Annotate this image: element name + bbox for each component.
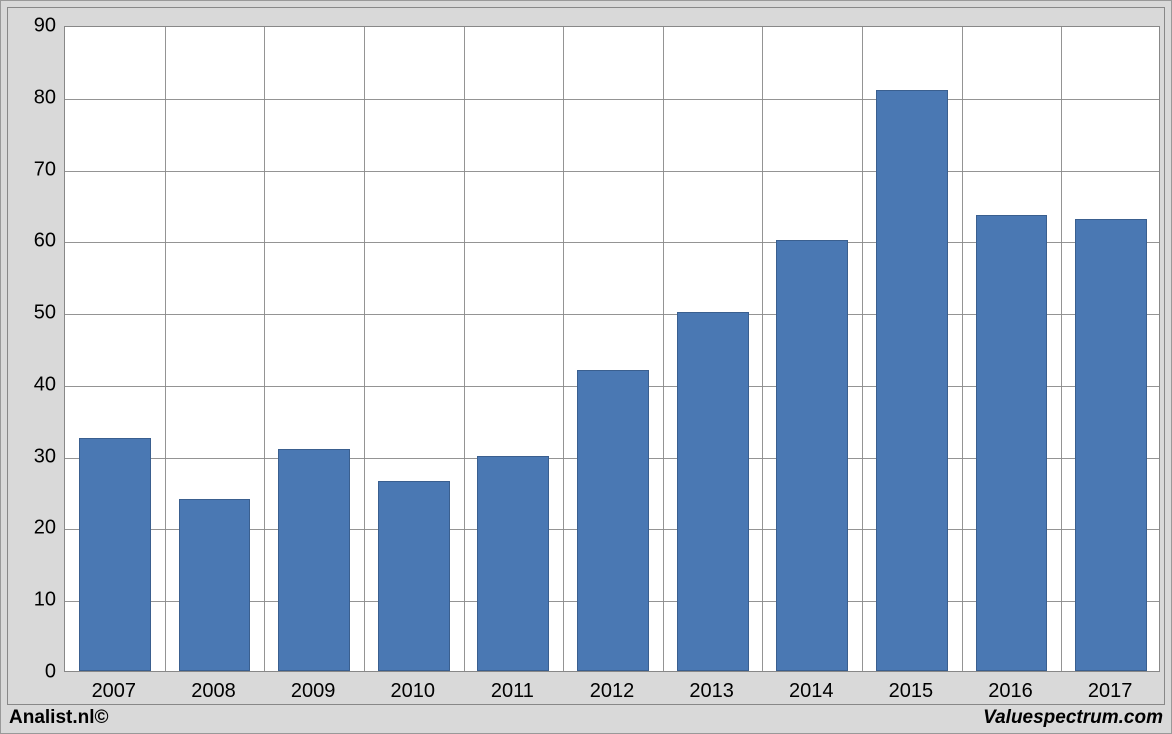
footer-credit-left: Analist.nl© (9, 707, 109, 729)
bar (976, 215, 1048, 671)
x-tick-label: 2011 (491, 680, 534, 703)
bar (477, 456, 549, 671)
x-tick-label: 2007 (92, 680, 137, 703)
y-tick-label: 70 (8, 158, 56, 181)
y-tick-label: 10 (8, 589, 56, 612)
x-tick-label: 2014 (789, 680, 834, 703)
x-tick-label: 2016 (988, 680, 1033, 703)
gridline-v (563, 27, 564, 671)
chart-outer: 0 10 20 30 40 50 60 70 80 90 2007 2008 2009 2010 2011 2… (0, 0, 1172, 734)
gridline-v (1061, 27, 1062, 671)
bar (1075, 219, 1147, 671)
bar (179, 499, 251, 671)
bar (278, 449, 350, 672)
y-tick-label: 20 (8, 517, 56, 540)
x-tick-label: 2013 (689, 680, 734, 703)
y-tick-label: 40 (8, 373, 56, 396)
chart-frame: 0 10 20 30 40 50 60 70 80 90 2007 2008 2009 2010 2011 2… (7, 7, 1165, 705)
bar (577, 370, 649, 671)
gridline-v (364, 27, 365, 671)
gridline-v (962, 27, 963, 671)
x-tick-label: 2015 (889, 680, 934, 703)
y-tick-label: 80 (8, 86, 56, 109)
gridline-v (762, 27, 763, 671)
y-tick-label: 50 (8, 302, 56, 325)
gridline-v (862, 27, 863, 671)
gridline-v (264, 27, 265, 671)
y-tick-label: 90 (8, 15, 56, 38)
x-tick-label: 2010 (390, 680, 435, 703)
x-tick-label: 2008 (191, 680, 236, 703)
footer-credit-right: Valuespectrum.com (983, 707, 1163, 729)
bar (876, 90, 948, 671)
x-tick-label: 2012 (590, 680, 635, 703)
gridline-v (663, 27, 664, 671)
gridline-v (464, 27, 465, 671)
gridline-h (65, 171, 1159, 172)
y-tick-label: 60 (8, 230, 56, 253)
x-tick-label: 2017 (1088, 680, 1133, 703)
gridline-v (165, 27, 166, 671)
bar (79, 438, 151, 671)
y-tick-label: 0 (8, 661, 56, 684)
y-tick-label: 30 (8, 445, 56, 468)
gridline-h (65, 99, 1159, 100)
plot-area (64, 26, 1160, 672)
bar (677, 312, 749, 671)
bar (378, 481, 450, 671)
bar (776, 240, 848, 671)
x-tick-label: 2009 (291, 680, 336, 703)
